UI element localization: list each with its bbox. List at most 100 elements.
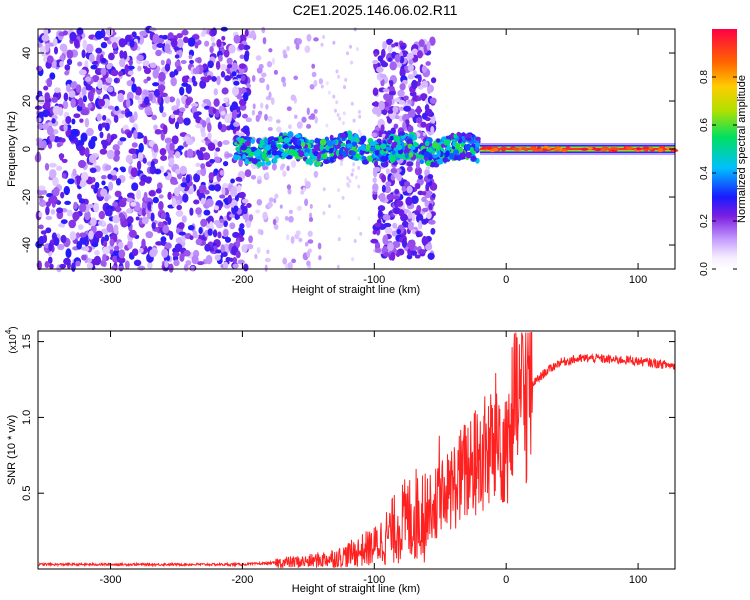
spectrogram-cell: [344, 77, 348, 82]
spectrogram-cell: [267, 126, 273, 132]
spectrogram-cell: [133, 129, 138, 140]
spectrogram-cell: [233, 34, 241, 44]
spectrogram-cell: [171, 105, 179, 112]
spectrogram-cell: [306, 250, 311, 258]
spectrogram-cell: [389, 79, 394, 87]
spectrogram-cell: [541, 148, 548, 152]
spectrogram-cell: [79, 232, 87, 238]
spectrogram-cell: [410, 145, 416, 151]
spectrogram-cell: [336, 113, 340, 117]
spectrogram-cell: [118, 38, 127, 48]
spectrogram-cell: [46, 77, 53, 88]
spectrogram-cell: [202, 63, 208, 70]
spectrogram-cell: [385, 38, 394, 44]
spectrogram-cell: [143, 96, 150, 106]
spectrogram-cell: [380, 124, 385, 132]
spectrogram-cell: [250, 174, 257, 180]
spectrogram-cell: [339, 147, 344, 155]
spectrogram-cell: [466, 137, 472, 142]
spectrogram-cell: [141, 207, 147, 217]
spectrogram-cell: [37, 123, 44, 130]
spectrogram-cell: [148, 190, 156, 197]
spectrogram-cell: [421, 207, 429, 213]
colorbar-tick-label: 0.8: [699, 70, 710, 84]
spectrogram-cell: [157, 95, 162, 105]
spectrogram-cell: [612, 147, 620, 151]
spectrogram-cell: [318, 255, 322, 261]
spectrogram-cell: [46, 55, 54, 64]
spectrogram-cell: [406, 161, 414, 167]
spectrogram-cell: [417, 220, 423, 230]
spectrogram-cell: [143, 78, 149, 84]
spectrogram-cell: [131, 248, 139, 257]
spectrogram-cell: [237, 259, 245, 265]
spectrogram-cell: [273, 137, 279, 142]
spectrogram-cell: [73, 38, 80, 48]
spectrogram-cell: [407, 64, 414, 72]
spectrogram-cell: [127, 65, 135, 70]
spectrogram-cell: [244, 140, 251, 147]
spectrogram-cell: [248, 235, 253, 244]
spectrogram-cell: [168, 157, 175, 166]
spectrogram-cell: [155, 188, 162, 194]
spectrogram-cell: [152, 196, 159, 204]
spectrogram-cell: [176, 65, 182, 72]
spectrogram-cell: [391, 195, 400, 200]
spectrogram-cell: [226, 57, 233, 65]
spectrogram-cell: [242, 125, 250, 135]
spectrogram-cell: [106, 132, 112, 143]
spectrogram-cell: [393, 123, 399, 129]
spectrogram-cell: [360, 144, 367, 151]
spectrogram-cell: [56, 142, 62, 148]
spectrogram-y-label: Frequency (Hz): [6, 111, 18, 187]
spectrogram-cell: [124, 260, 130, 270]
spectrogram-cell: [224, 236, 232, 243]
spectrogram-cell: [500, 146, 507, 150]
spectrogram-cell: [432, 154, 439, 159]
spectrogram-cell: [91, 177, 96, 183]
spectrogram-cell: [185, 84, 192, 95]
spectrogram-cell: [61, 158, 68, 163]
spectrogram-cell: [97, 79, 103, 90]
spectrogram-cell: [208, 172, 214, 181]
spectrogram-cell: [125, 197, 134, 203]
spectrogram-cell: [88, 139, 96, 150]
spectrogram-cell: [205, 198, 214, 207]
spectrogram-cell: [266, 249, 270, 255]
spectrogram-cell: [195, 238, 203, 246]
spectrogram-cell: [49, 195, 58, 204]
snr-x-tick-label: -300: [100, 574, 122, 586]
spectrogram-cell: [162, 34, 169, 40]
spectrogram-cell: [198, 184, 207, 194]
spectrogram-cell: [177, 222, 185, 230]
spectrogram-cell: [327, 141, 334, 147]
spectrogram-cell: [106, 223, 114, 233]
spectrogram-cell: [264, 137, 269, 145]
spectrogram-cell: [332, 94, 336, 99]
spectrogram-cell: [95, 230, 103, 239]
spectrogram-cell: [394, 54, 401, 63]
spectrogram-cell: [246, 203, 252, 208]
spectrogram-cell: [373, 62, 378, 69]
spectrogram-cell: [458, 147, 464, 153]
spectrogram-cell: [380, 155, 387, 163]
spectrogram-cell: [296, 205, 303, 211]
spectrogram-x-tick-label: -300: [100, 274, 122, 286]
spectrogram-cell: [268, 91, 272, 99]
spectrogram-cell: [200, 131, 207, 138]
spectrogram-cell: [202, 152, 211, 161]
spectrogram-cell: [264, 113, 268, 121]
spectrogram-cell: [394, 188, 400, 195]
spectrogram-cell: [404, 152, 409, 159]
snr-y-multiplier-exp: 4: [4, 329, 13, 334]
spectrogram-cell: [192, 230, 198, 239]
spectrogram-cell: [290, 94, 297, 101]
spectrogram-cell: [207, 132, 212, 140]
spectrogram-cell: [341, 195, 345, 200]
spectrogram-cell: [72, 211, 80, 221]
spectrogram-cell: [210, 185, 216, 191]
spectrogram-cell: [117, 140, 123, 146]
spectrogram-cell: [164, 242, 172, 250]
spectrogram-cell: [408, 59, 414, 65]
